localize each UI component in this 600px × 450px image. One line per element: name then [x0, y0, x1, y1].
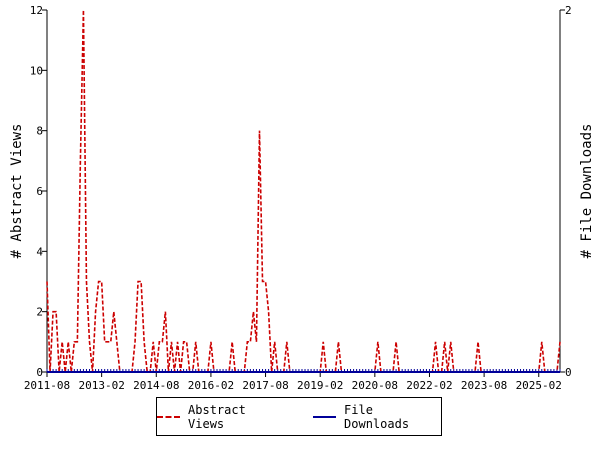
x-tick-label: 2019-02: [297, 379, 343, 392]
y-left-tick-label: 0: [36, 366, 43, 379]
y-left-tick-label: 6: [36, 185, 43, 198]
y-right-tick-label: 0: [565, 366, 572, 379]
x-tick-label: 2022-02: [406, 379, 452, 392]
legend: Abstract Views File Downloads: [156, 397, 442, 436]
y-left-tick-label: 2: [36, 306, 43, 319]
y-left-tick-label: 4: [36, 245, 43, 258]
y-axis-left-title: # Abstract Views: [9, 124, 25, 259]
legend-item-abstract-views: Abstract Views: [157, 403, 285, 431]
y-left-tick-label: 10: [30, 64, 43, 77]
x-tick-label: 2025-02: [516, 379, 562, 392]
y-right-tick-label: 2: [565, 4, 572, 17]
y-left-tick-label: 8: [36, 125, 43, 138]
legend-swatch-abstract-views: [157, 415, 181, 418]
series-layer: [46, 9, 561, 373]
x-tick-label: 2017-08: [242, 379, 288, 392]
series-line-abstract-views: [46, 9, 561, 373]
x-tick-label: 2013-02: [78, 379, 124, 392]
legend-label-abstract-views: Abstract Views: [188, 402, 246, 431]
x-tick-label: 2016-02: [188, 379, 234, 392]
y-left-tick-label: 12: [30, 4, 43, 17]
x-tick-label: 2014-08: [133, 379, 179, 392]
legend-swatch-file-downloads: [313, 415, 337, 418]
x-tick-label: 2020-08: [352, 379, 398, 392]
legend-label-file-downloads: File Downloads: [344, 402, 410, 431]
axes: [46, 10, 561, 373]
x-tick-label: 2023-08: [461, 379, 507, 392]
y-axis-left-ticks: 0 2 4 6 8 10 12: [30, 4, 47, 379]
x-tick-label: 2011-08: [24, 379, 70, 392]
legend-item-file-downloads: File Downloads: [313, 403, 441, 431]
y-axis-right-ticks: 02: [560, 4, 572, 379]
y-axis-right-title: # File Downloads: [579, 124, 595, 259]
